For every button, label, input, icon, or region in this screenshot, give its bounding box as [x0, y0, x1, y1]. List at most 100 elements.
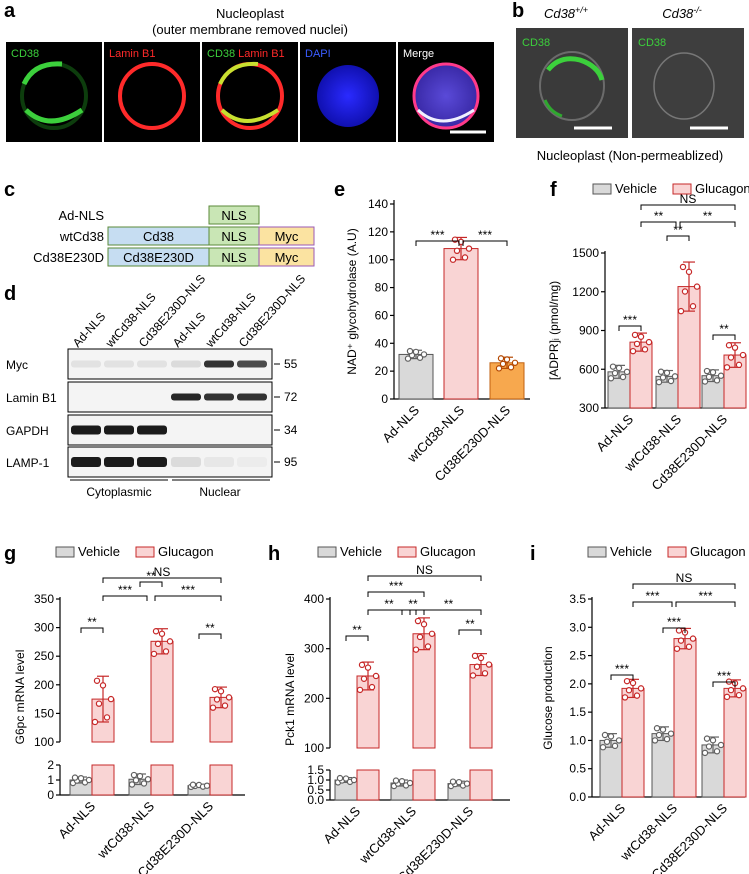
- y-axis-label: Glucose production: [541, 646, 555, 749]
- y-tick-label: 400: [304, 592, 324, 606]
- tile-label: Lamin B1: [109, 48, 155, 60]
- blot-band: [71, 457, 101, 467]
- construct-segment-label: Cd38E230D: [123, 250, 194, 265]
- data-point: [739, 351, 747, 359]
- significance-label: ***: [667, 615, 681, 629]
- construct-name: wtCd38: [59, 229, 104, 244]
- data-point: [481, 670, 489, 677]
- panel-label-f: f: [550, 179, 557, 201]
- data-point: [495, 365, 503, 372]
- significance-bracket: [415, 240, 460, 246]
- data-point: [511, 359, 519, 366]
- y-tick-label: 3.5: [569, 592, 586, 606]
- blot-band: [204, 457, 234, 467]
- significance-bracket: [662, 627, 686, 633]
- blot-band: [204, 360, 234, 368]
- data-point: [623, 368, 631, 376]
- blot-band: [137, 425, 167, 435]
- significance-bracket: [610, 674, 634, 680]
- panel-a-title-line1: Nucleoplast: [216, 6, 284, 21]
- data-point: [507, 364, 515, 371]
- legend-swatch-vehicle: [587, 546, 607, 558]
- data-point: [701, 378, 709, 385]
- data-point: [189, 781, 197, 788]
- legend-swatch-glucagon: [135, 546, 155, 558]
- data-point: [689, 635, 697, 642]
- data-point: [103, 714, 111, 721]
- panel-a-title-line2: (outer membrane removed nuclei): [152, 22, 348, 37]
- data-point: [685, 643, 693, 650]
- data-point: [406, 347, 414, 355]
- significance-label: ***: [430, 228, 444, 242]
- data-point: [364, 664, 372, 671]
- data-point: [225, 694, 233, 701]
- y-tick-label: 2.0: [569, 677, 586, 691]
- significance-bracket: [102, 595, 148, 601]
- y-tick-label: 1.0: [569, 733, 586, 747]
- tile-label-part: CD38: [11, 48, 39, 60]
- y-tick-label: 140: [368, 197, 388, 211]
- blot-band: [104, 360, 134, 368]
- chart-h: Vehicle Glucagon 100 200 300 400 0.00.51.01.5 P…: [283, 544, 510, 874]
- data-point: [99, 682, 107, 689]
- significance-bracket: [632, 601, 673, 607]
- data-point: [150, 650, 158, 658]
- data-point: [416, 354, 424, 361]
- y-tick-label: 0.0: [569, 790, 586, 804]
- significance-bracket: [139, 581, 163, 587]
- chart-g: Vehicle Glucagon 100 150 200 250 300 350 012 G6pc…: [13, 544, 245, 874]
- data-point: [677, 307, 685, 315]
- blot-band: [171, 360, 201, 368]
- significance-label: ***: [478, 228, 492, 242]
- significance-label: **: [465, 617, 475, 631]
- data-point: [449, 256, 457, 263]
- significance-bracket: [345, 635, 369, 641]
- significance-bracket: [712, 681, 736, 687]
- data-point: [693, 283, 701, 290]
- y-tick-label: 0.0: [307, 793, 324, 807]
- x-tick-label: Ad-NLS: [320, 803, 363, 846]
- y-tick-label: 2.5: [569, 649, 586, 663]
- data-point: [85, 776, 93, 784]
- data-point: [144, 776, 152, 783]
- construct-name: Cd38E230D: [33, 250, 104, 265]
- data-point: [368, 683, 376, 691]
- y-tick-label: 900: [579, 324, 599, 338]
- y-tick-label: 600: [579, 362, 599, 376]
- data-point: [619, 373, 627, 381]
- legend-label-glucagon: Glucagon: [690, 544, 746, 559]
- data-point: [653, 725, 661, 732]
- chart-f: Vehicle Glucagon 300 600 900 1200 1500 [ADPR]ᵢ …: [547, 181, 749, 493]
- data-point: [406, 779, 414, 787]
- blot-row-label: Lamin B1: [6, 391, 57, 405]
- data-point: [637, 685, 645, 692]
- significance-label: **: [673, 223, 683, 237]
- data-point: [689, 303, 697, 310]
- significance-bracket: [367, 575, 482, 581]
- data-point: [469, 672, 477, 679]
- x-tick-label: Ad-NLS: [593, 411, 636, 454]
- data-point: [659, 726, 667, 733]
- legend-label-vehicle: Vehicle: [78, 544, 120, 559]
- data-point: [465, 245, 473, 252]
- blot-band: [204, 393, 234, 401]
- data-point: [611, 742, 619, 750]
- data-point: [703, 735, 711, 742]
- data-point: [154, 640, 162, 648]
- construct-segment-label: NLS: [221, 250, 247, 265]
- blot-band: [104, 457, 134, 467]
- tile-label-part: DAPI: [305, 48, 331, 60]
- panel-label-c: c: [4, 179, 15, 201]
- y-tick-label: 1500: [572, 246, 599, 260]
- data-point: [162, 648, 170, 655]
- data-point: [655, 378, 663, 386]
- blot-row-label: GAPDH: [6, 424, 49, 438]
- data-point: [615, 737, 623, 744]
- data-point: [358, 661, 366, 669]
- legend-label-glucagon: Glucagon: [420, 544, 476, 559]
- mw-label: 95: [284, 455, 298, 469]
- legend-label-glucagon: Glucagon: [158, 544, 214, 559]
- significance-label: ***: [717, 669, 731, 683]
- data-point: [203, 782, 211, 789]
- data-point: [93, 677, 101, 684]
